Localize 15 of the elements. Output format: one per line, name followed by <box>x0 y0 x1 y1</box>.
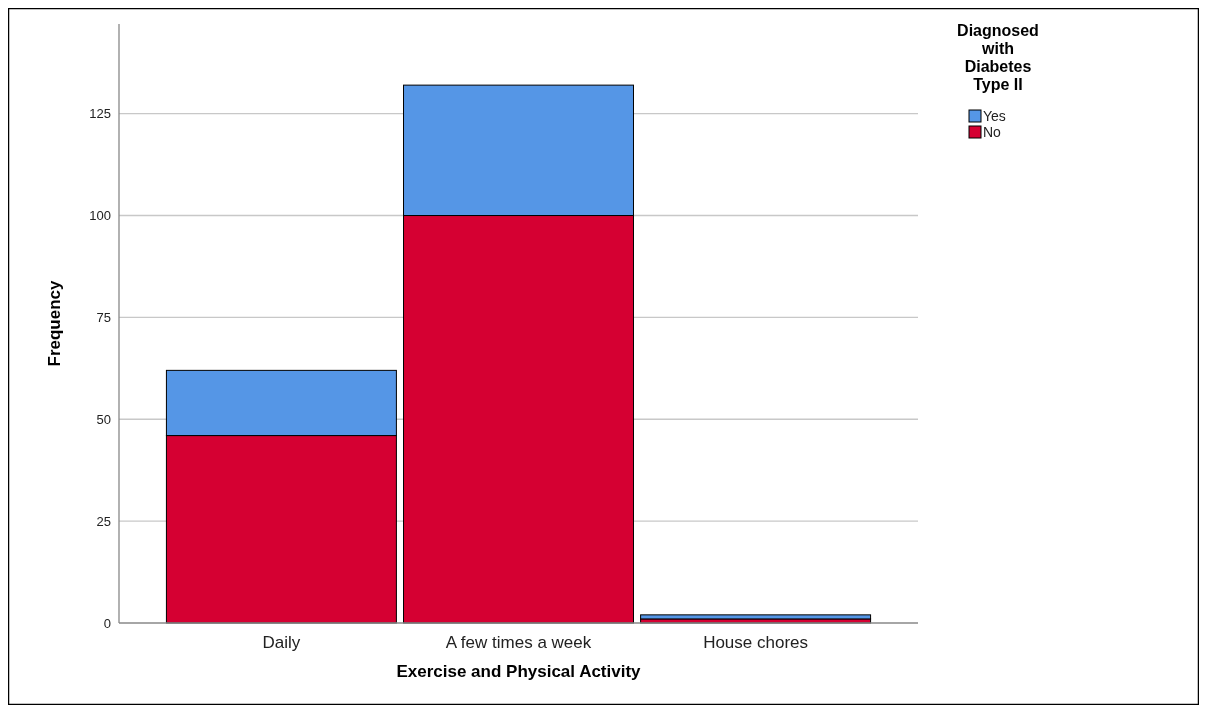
legend-title: Diagnosed with Diabetes Type II <box>957 22 1039 93</box>
y-tick-label: 75 <box>96 309 111 325</box>
legend-label: No <box>983 124 1002 140</box>
y-tick-label: 100 <box>89 208 111 224</box>
legend-label: Yes <box>983 108 1006 124</box>
y-axis-title: Frequency <box>45 279 64 367</box>
y-tick-label: 125 <box>89 106 111 122</box>
bar <box>640 614 872 620</box>
x-tick-label: A few times a week <box>445 633 592 652</box>
y-tick-label: 50 <box>96 411 111 427</box>
y-tick-label: 25 <box>96 513 111 529</box>
y-tick-label: 0 <box>103 615 111 631</box>
x-tick-label: Daily <box>262 633 301 652</box>
x-axis-title: Exercise and Physical Activity <box>396 662 642 681</box>
x-tick-label: House chores <box>703 633 809 652</box>
